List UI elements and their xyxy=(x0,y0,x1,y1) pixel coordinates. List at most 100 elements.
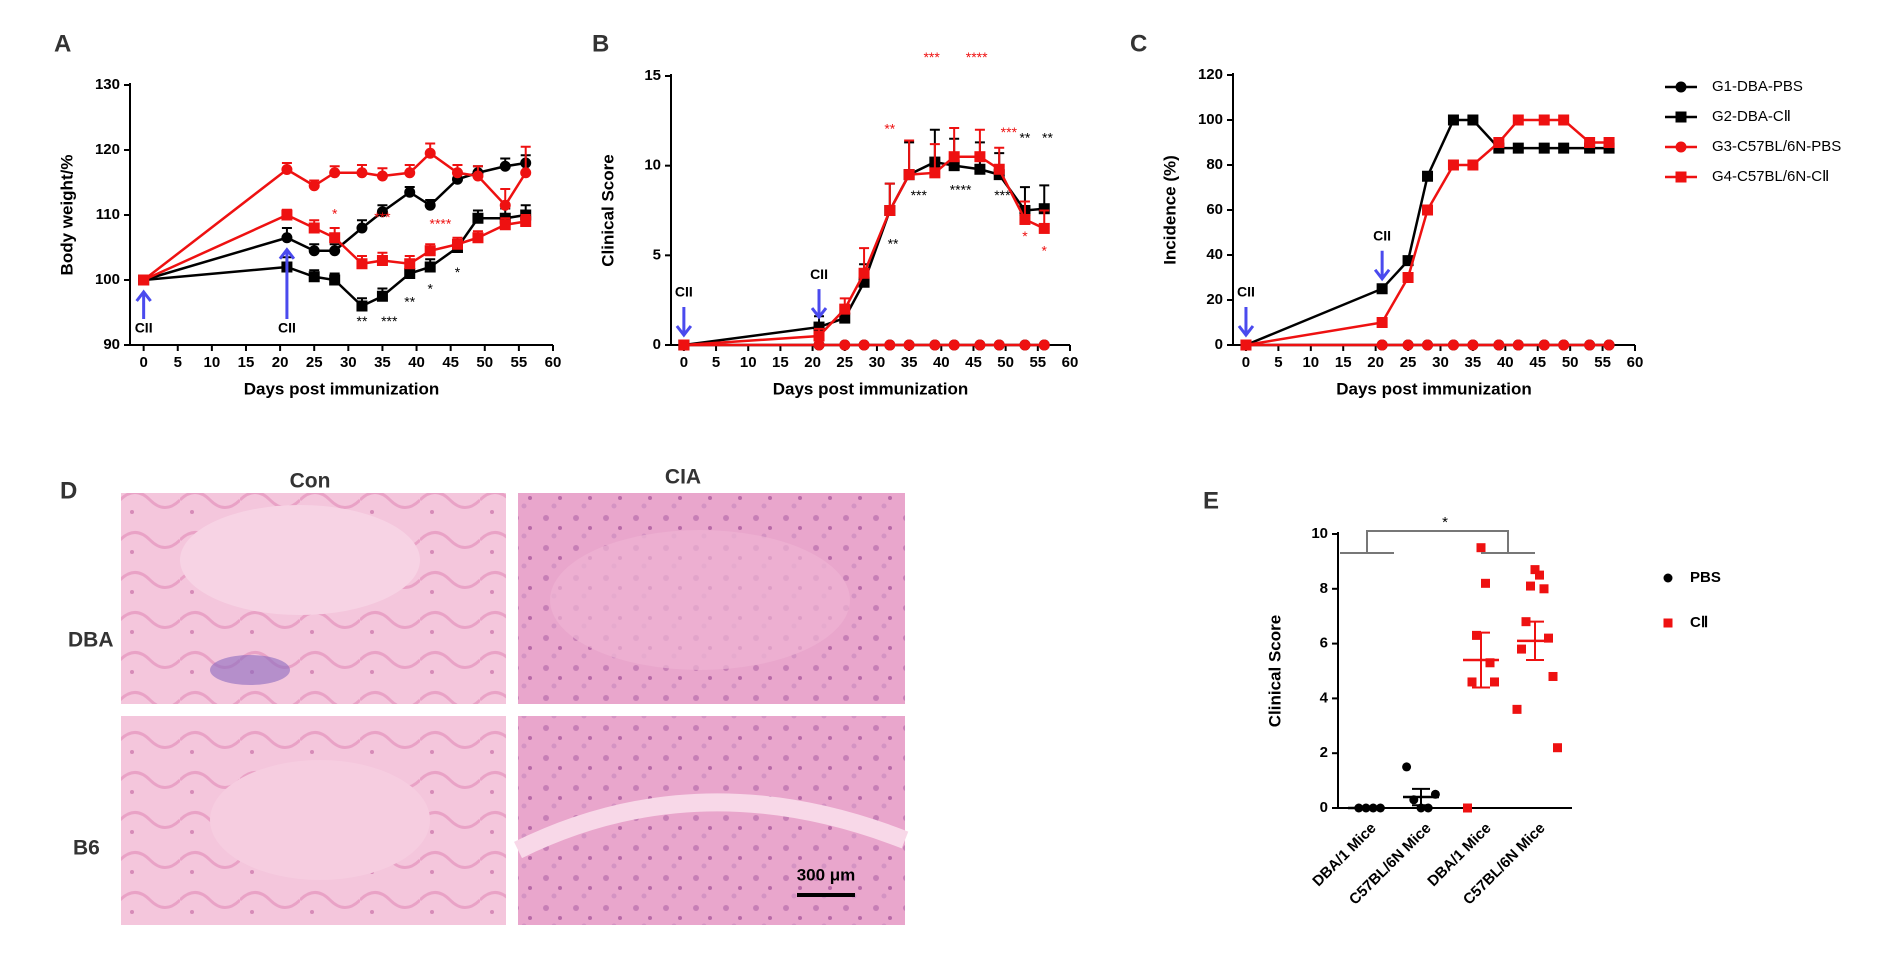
y-tick-label: 10 xyxy=(644,157,661,174)
x-tick-label: 50 xyxy=(476,354,493,371)
data-point xyxy=(929,339,941,351)
data-point xyxy=(1422,170,1434,182)
series-line xyxy=(1245,118,1610,347)
x-tick-label: 30 xyxy=(1432,354,1449,371)
data-point xyxy=(1493,142,1505,154)
arrow xyxy=(675,307,693,338)
x-tick-label: 35 xyxy=(1465,354,1482,371)
data-point xyxy=(839,303,851,315)
x-tick-label: 50 xyxy=(1562,354,1579,371)
data-point xyxy=(1485,658,1495,668)
significance-label: **** xyxy=(966,49,988,65)
data-point xyxy=(813,339,825,351)
data-point xyxy=(404,258,416,270)
data-point xyxy=(329,274,341,286)
significance-label: ** xyxy=(1019,129,1030,145)
x-axis-label: Days post immunization xyxy=(1336,379,1532,398)
data-point xyxy=(813,330,825,342)
data-point xyxy=(376,290,388,302)
x-tick-label: 5 xyxy=(712,354,720,371)
y-tick-label: 5 xyxy=(653,246,661,263)
arrow-label: CII xyxy=(135,320,153,336)
arrow-label: CII xyxy=(810,266,828,282)
data-point xyxy=(948,339,960,351)
data-point xyxy=(813,321,825,333)
data-point xyxy=(356,222,368,234)
significance-label: *** xyxy=(374,209,391,225)
histology-image xyxy=(550,530,850,670)
legend-marker xyxy=(1675,141,1687,153)
data-point xyxy=(839,339,851,351)
legend-marker xyxy=(1675,171,1687,183)
data-point xyxy=(1530,565,1540,575)
histology-image xyxy=(210,655,290,685)
y-tick-label: 40 xyxy=(1206,246,1223,263)
data-point xyxy=(451,238,463,250)
data-point xyxy=(1376,317,1388,328)
arrow-label: CII xyxy=(1237,284,1255,300)
legend-label: PBS xyxy=(1690,569,1721,586)
data-point xyxy=(974,151,986,163)
x-tick-label: 55 xyxy=(1029,354,1046,371)
data-point xyxy=(376,206,388,218)
data-point xyxy=(1538,142,1550,154)
data-point xyxy=(329,232,341,244)
data-point xyxy=(404,167,416,179)
data-point xyxy=(356,167,368,179)
data-point xyxy=(329,245,341,257)
x-tick-label: 60 xyxy=(545,354,562,371)
y-axis-label: Clinical Score xyxy=(1265,615,1284,727)
data-point xyxy=(520,216,532,227)
y-axis-label: Clinical Score xyxy=(598,154,617,266)
data-point xyxy=(1493,339,1505,351)
data-point xyxy=(1447,114,1459,126)
x-tick-label: 40 xyxy=(1497,354,1514,371)
data-point xyxy=(1038,339,1050,351)
data-point xyxy=(424,245,436,257)
x-tick-label: 25 xyxy=(306,354,323,371)
panel-label: A xyxy=(54,30,71,57)
y-tick-label: 90 xyxy=(103,336,120,353)
significance-label: * xyxy=(332,206,338,222)
data-point xyxy=(948,151,960,163)
x-tick-label: 15 xyxy=(772,354,789,371)
legend-label: CⅡ xyxy=(1690,614,1708,631)
x-tick-label: 60 xyxy=(1062,354,1079,371)
error-bar xyxy=(904,139,915,175)
data-point xyxy=(1584,137,1596,148)
significance-label: ** xyxy=(1042,129,1053,145)
y-tick-label: 0 xyxy=(653,336,661,353)
data-point xyxy=(281,232,293,244)
significance-label: **** xyxy=(430,215,452,231)
data-point xyxy=(499,199,511,211)
data-point xyxy=(499,160,511,172)
data-point xyxy=(356,300,368,312)
data-point xyxy=(1512,142,1524,154)
data-point xyxy=(993,339,1005,351)
data-point xyxy=(1603,137,1615,148)
data-point xyxy=(424,147,436,159)
data-point xyxy=(1376,339,1388,351)
x-tick-label: 40 xyxy=(933,354,950,371)
data-point xyxy=(424,261,436,273)
legend-marker xyxy=(1663,618,1673,628)
data-point xyxy=(451,167,463,179)
x-tick-label: 35 xyxy=(901,354,918,371)
y-tick-label: 80 xyxy=(1206,156,1223,173)
error-bar xyxy=(1526,620,1544,662)
x-tick-label: 10 xyxy=(1302,354,1319,371)
data-point xyxy=(1472,630,1481,640)
arrow xyxy=(135,289,152,319)
arrow xyxy=(278,247,296,319)
x-tick-label: 15 xyxy=(238,354,255,371)
data-point xyxy=(1240,339,1252,351)
legend-marker xyxy=(1663,573,1673,583)
significance-label: *** xyxy=(923,49,940,65)
arrow-label: CII xyxy=(278,320,296,336)
significance-label: ** xyxy=(357,313,368,329)
data-point xyxy=(948,160,960,172)
x-tick-label: 15 xyxy=(1335,354,1352,371)
data-point xyxy=(1402,339,1414,351)
significance-label: * xyxy=(455,264,461,280)
